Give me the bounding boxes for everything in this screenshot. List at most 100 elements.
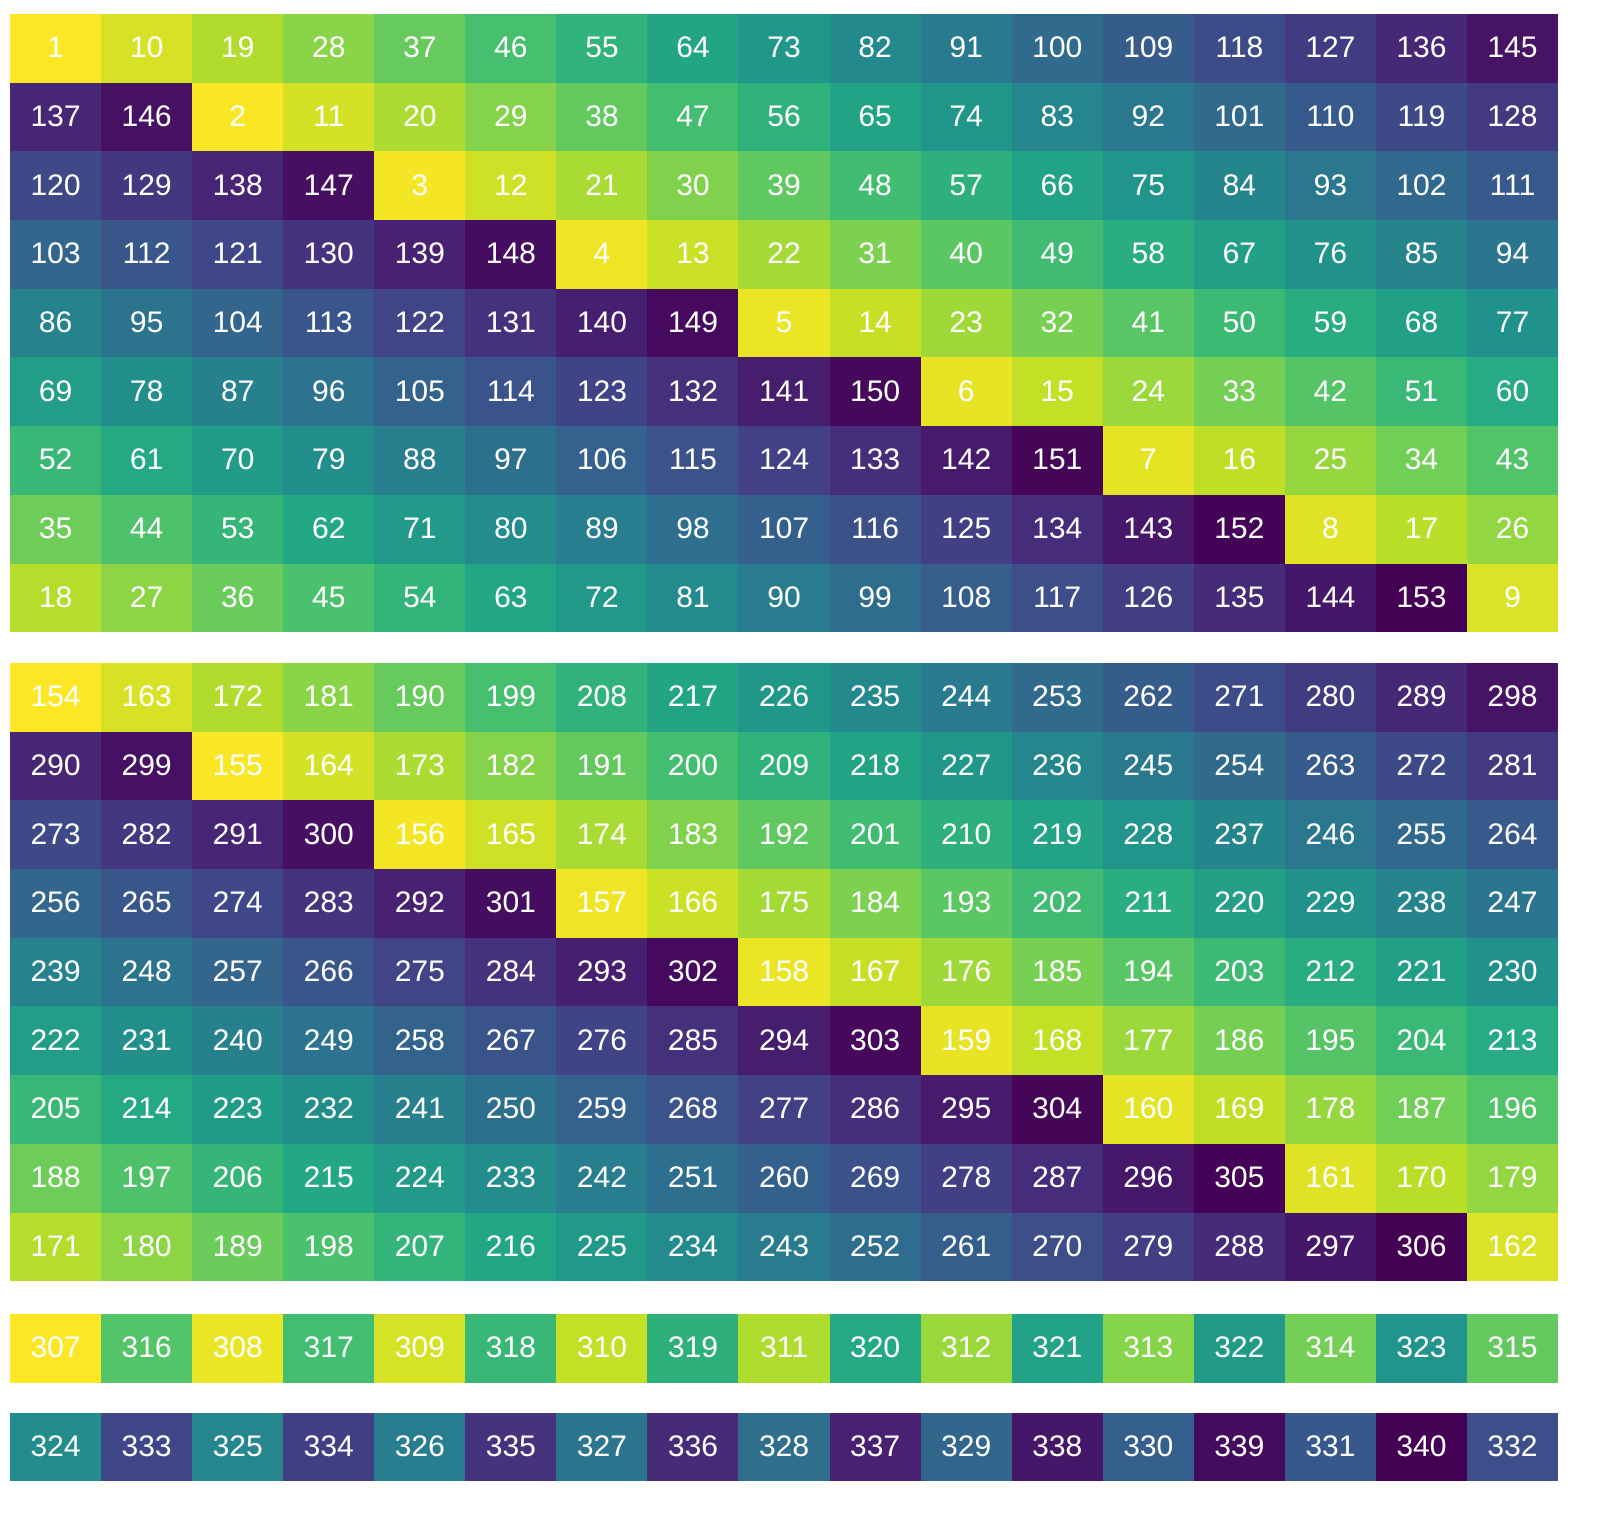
heatmap-table: 154 163 172 181 190 199 208 217 226 235 244 253 262 2… bbox=[10, 663, 1558, 1282]
cell: 120 bbox=[10, 151, 102, 221]
cell: 176 bbox=[920, 937, 1012, 1007]
cell: 236 bbox=[1011, 731, 1103, 801]
cell: 160 bbox=[1102, 1075, 1194, 1144]
cell: 163 bbox=[101, 663, 193, 732]
cell: 60 bbox=[1466, 357, 1558, 427]
cell: 124 bbox=[738, 426, 830, 495]
cell: 74 bbox=[920, 82, 1012, 152]
cell: 204 bbox=[1375, 1006, 1467, 1076]
cell: 145 bbox=[1466, 14, 1558, 83]
cell: 105 bbox=[374, 357, 466, 427]
cell: 52 bbox=[10, 426, 102, 495]
cell: 336 bbox=[647, 1412, 739, 1482]
cell: 129 bbox=[101, 151, 193, 221]
cell: 174 bbox=[556, 800, 648, 870]
cell: 144 bbox=[1284, 563, 1376, 633]
cell: 338 bbox=[1011, 1412, 1103, 1482]
cell: 282 bbox=[101, 800, 193, 870]
cell: 188 bbox=[10, 1143, 102, 1213]
cell: 146 bbox=[101, 82, 193, 152]
cell: 165 bbox=[465, 800, 557, 870]
cell: 62 bbox=[283, 494, 375, 564]
cell: 4 bbox=[556, 220, 648, 289]
cell: 295 bbox=[920, 1075, 1012, 1144]
cell: 222 bbox=[10, 1006, 102, 1076]
cell: 249 bbox=[283, 1006, 375, 1076]
cell: 242 bbox=[556, 1143, 648, 1213]
cell: 155 bbox=[192, 731, 284, 801]
cell: 263 bbox=[1284, 731, 1376, 801]
cell: 209 bbox=[738, 731, 830, 801]
cell: 125 bbox=[920, 494, 1012, 564]
cell: 264 bbox=[1466, 800, 1558, 870]
cell: 273 bbox=[10, 800, 102, 870]
cell: 198 bbox=[283, 1212, 375, 1282]
cell: 133 bbox=[829, 426, 921, 495]
cell: 192 bbox=[738, 800, 830, 870]
cell: 153 bbox=[1375, 563, 1467, 633]
cell: 289 bbox=[1375, 663, 1467, 732]
cell: 94 bbox=[1466, 220, 1558, 289]
cell: 286 bbox=[829, 1075, 921, 1144]
cell: 191 bbox=[556, 731, 648, 801]
cell: 83 bbox=[1011, 82, 1103, 152]
cell: 179 bbox=[1466, 1143, 1558, 1213]
cell: 199 bbox=[465, 663, 557, 732]
cell: 193 bbox=[920, 869, 1012, 938]
cell: 164 bbox=[283, 731, 375, 801]
cell: 321 bbox=[1011, 1314, 1103, 1383]
cell: 21 bbox=[556, 151, 648, 221]
cell: 69 bbox=[10, 357, 102, 427]
cell: 223 bbox=[192, 1075, 284, 1144]
cell: 57 bbox=[920, 151, 1012, 221]
cell: 82 bbox=[829, 14, 921, 83]
cell: 259 bbox=[556, 1075, 648, 1144]
cell: 49 bbox=[1011, 220, 1103, 289]
cell: 315 bbox=[1466, 1314, 1558, 1383]
cell: 314 bbox=[1284, 1314, 1376, 1383]
cell: 2 bbox=[192, 82, 284, 152]
cell: 260 bbox=[738, 1143, 830, 1213]
cell: 158 bbox=[738, 937, 830, 1007]
cell: 237 bbox=[1193, 800, 1285, 870]
cell: 210 bbox=[920, 800, 1012, 870]
cell: 250 bbox=[465, 1075, 557, 1144]
cell: 12 bbox=[465, 151, 557, 221]
cell: 103 bbox=[10, 220, 102, 289]
cell: 61 bbox=[101, 426, 193, 495]
cell: 68 bbox=[1375, 288, 1467, 358]
cell: 32 bbox=[1011, 288, 1103, 358]
cell: 253 bbox=[1011, 663, 1103, 732]
cell: 218 bbox=[829, 731, 921, 801]
cell: 100 bbox=[1011, 14, 1103, 83]
cell: 132 bbox=[647, 357, 739, 427]
cell: 162 bbox=[1466, 1212, 1558, 1282]
cell: 265 bbox=[101, 869, 193, 938]
cell: 37 bbox=[374, 14, 466, 83]
cell: 126 bbox=[1102, 563, 1194, 633]
cell: 337 bbox=[829, 1412, 921, 1482]
cell: 56 bbox=[738, 82, 830, 152]
cell: 157 bbox=[556, 869, 648, 938]
cell: 330 bbox=[1102, 1412, 1194, 1482]
cell: 329 bbox=[920, 1412, 1012, 1482]
cell: 229 bbox=[1284, 869, 1376, 938]
cell: 80 bbox=[465, 494, 557, 564]
cell: 328 bbox=[738, 1412, 830, 1482]
cell: 148 bbox=[465, 220, 557, 289]
cell: 29 bbox=[465, 82, 557, 152]
cell: 186 bbox=[1193, 1006, 1285, 1076]
cell: 284 bbox=[465, 937, 557, 1007]
cell: 281 bbox=[1466, 731, 1558, 801]
cell: 23 bbox=[920, 288, 1012, 358]
cell: 232 bbox=[283, 1075, 375, 1144]
cell: 93 bbox=[1284, 151, 1376, 221]
cell: 290 bbox=[10, 731, 102, 801]
cell: 311 bbox=[738, 1314, 830, 1383]
heatmap-table: 307 316 308 317 309 318 310 319 311 320 312 321 313 3… bbox=[10, 1314, 1558, 1482]
cell: 215 bbox=[283, 1143, 375, 1213]
cell: 175 bbox=[738, 869, 830, 938]
cell: 66 bbox=[1011, 151, 1103, 221]
cell: 335 bbox=[465, 1412, 557, 1482]
cell: 134 bbox=[1011, 494, 1103, 564]
